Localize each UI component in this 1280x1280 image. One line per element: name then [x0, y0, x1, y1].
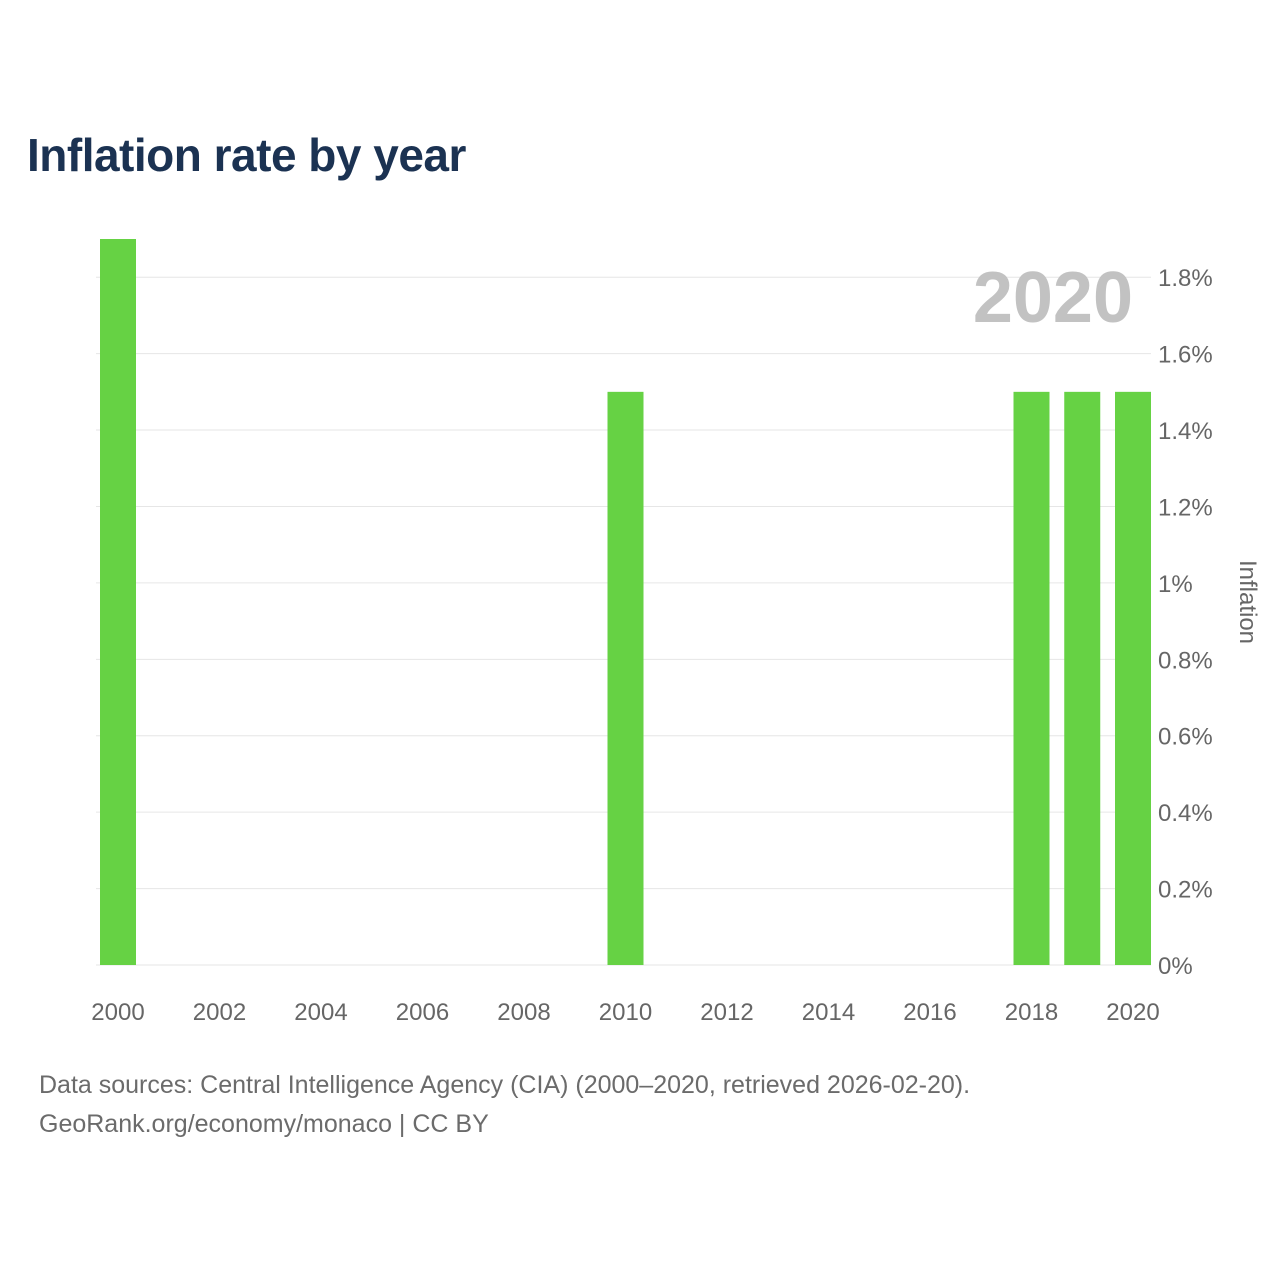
x-tick-label: 2010 [599, 999, 652, 1026]
bar-2020 [1115, 391, 1151, 965]
x-tick-label: 2008 [497, 999, 550, 1026]
y-tick-label: 1% [1158, 571, 1193, 598]
y-axis-title: Inflation [1234, 560, 1261, 644]
bar-2010 [607, 391, 644, 965]
chart-title: Inflation rate by year [27, 129, 466, 181]
x-tick-label: 2020 [1106, 999, 1159, 1026]
y-tick-label: 0.2% [1158, 877, 1213, 904]
y-tick-label: 0.6% [1158, 724, 1213, 751]
data-sources-text: Data sources: Central Intelligence Agenc… [39, 1071, 971, 1099]
x-axis-ticks: 2000 2002 2004 2006 2008 2010 2012 2014 2016 2018… [91, 999, 1159, 1026]
x-tick-label: 2012 [700, 999, 753, 1026]
site-license-text: GeoRank.org/economy/monaco | CC BY [39, 1110, 489, 1138]
x-tick-label: 2006 [396, 999, 449, 1026]
y-tick-label: 1.4% [1158, 418, 1213, 445]
y-tick-label: 1.2% [1158, 494, 1213, 521]
x-tick-label: 2016 [903, 999, 956, 1026]
y-tick-label: 1.6% [1158, 342, 1213, 369]
y-tick-label: 0.8% [1158, 647, 1213, 674]
y-tick-label: 0% [1158, 953, 1193, 980]
bars [100, 239, 1151, 965]
bar-2019 [1064, 391, 1101, 965]
source-note: Data sources: Central Intelligence Agenc… [39, 1066, 970, 1144]
year-watermark: 2020 [973, 258, 1133, 338]
x-tick-label: 2002 [193, 999, 246, 1026]
y-tick-label: 1.8% [1158, 265, 1213, 292]
x-tick-label: 2018 [1005, 999, 1058, 1026]
x-tick-label: 2000 [91, 999, 144, 1026]
y-tick-label: 0.4% [1158, 800, 1213, 827]
y-axis-ticks: 0% 0.2% 0.4% 0.6% 0.8% 1% 1.2% 1.4% 1.6% 1.8% [1158, 265, 1213, 980]
bar-2000 [100, 239, 136, 965]
x-tick-label: 2004 [294, 999, 347, 1026]
bar-2018 [1013, 391, 1050, 965]
x-tick-label: 2014 [802, 999, 855, 1026]
